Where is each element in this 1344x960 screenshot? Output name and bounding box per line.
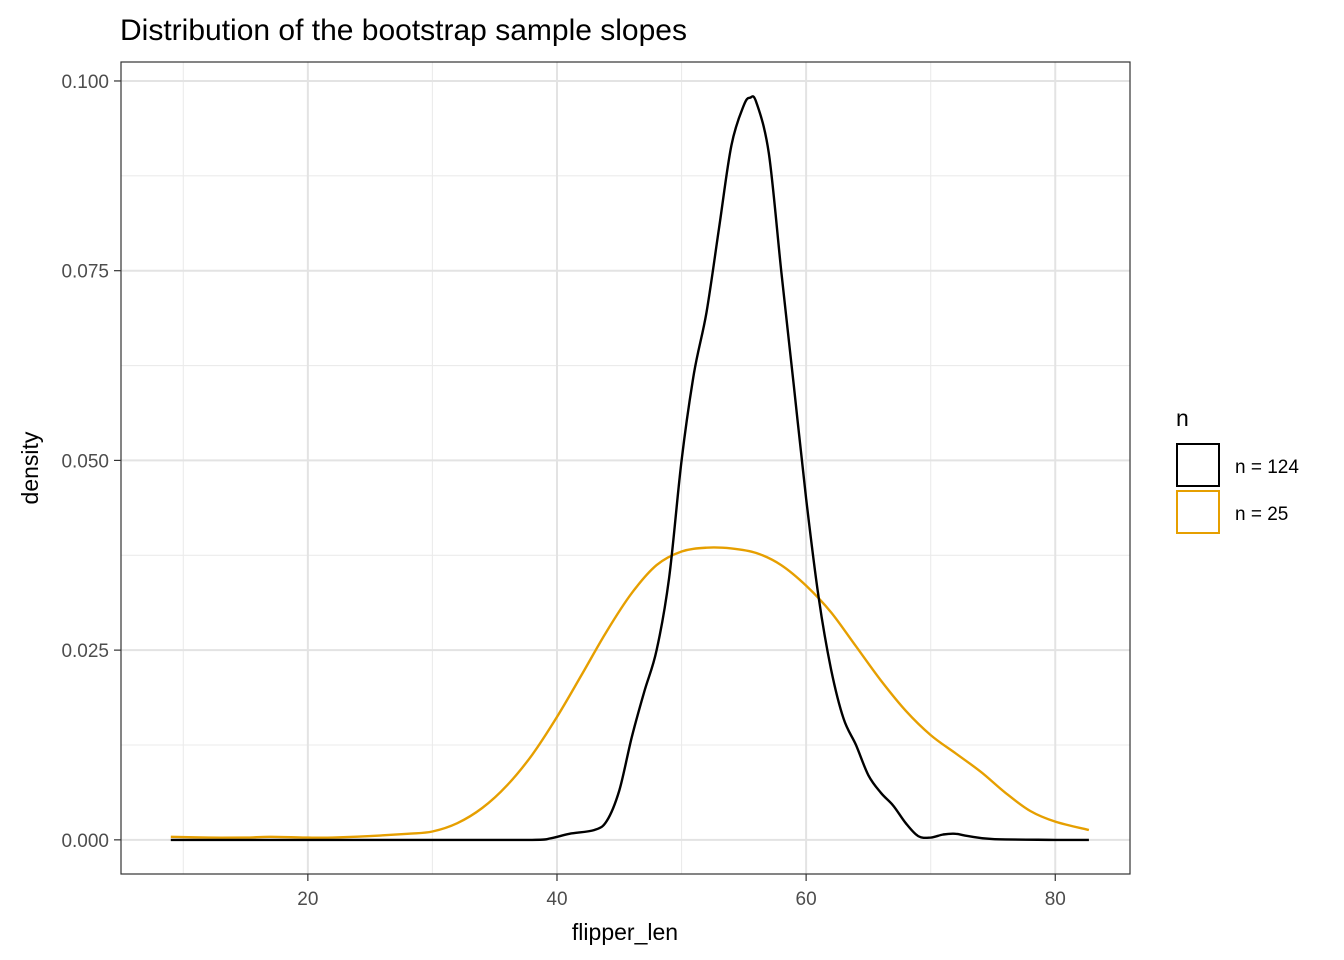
y-tick-label: 0.000 [61,831,109,852]
x-tick-label: 40 [546,889,567,910]
chart-title: Distribution of the bootstrap sample slo… [120,14,687,47]
y-tick-label: 0.050 [61,451,109,472]
panel-border [120,61,1131,875]
legend-entry-n-124: n = 124 [1176,443,1299,487]
x-axis-title: flipper_len [572,919,678,945]
legend-key-n-25 [1176,490,1220,534]
legend: n n = 124 n = 25 [1176,405,1299,534]
x-tick-label: 20 [297,889,318,910]
y-axis: 0.000 0.025 0.050 0.075 0.100 [61,72,121,852]
x-tick-label: 80 [1045,889,1066,910]
x-tick-label: 60 [796,889,817,910]
legend-title: n [1176,405,1189,431]
density-curve-n-124 [170,95,1089,842]
density-curve-n-25 [170,546,1090,839]
legend-label-n-124: n = 124 [1235,457,1299,478]
plot-panel [120,61,1131,875]
y-tick-label: 0.100 [61,72,109,93]
legend-label-n-25: n = 25 [1235,504,1288,525]
legend-entry-n-25: n = 25 [1176,490,1288,534]
y-tick-label: 0.025 [61,641,109,662]
legend-key-n-124 [1176,443,1220,487]
panel-background [121,62,1130,874]
x-axis: 20 40 60 80 [297,874,1066,910]
y-axis-title: density [17,431,43,504]
y-tick-label: 0.075 [61,262,109,283]
